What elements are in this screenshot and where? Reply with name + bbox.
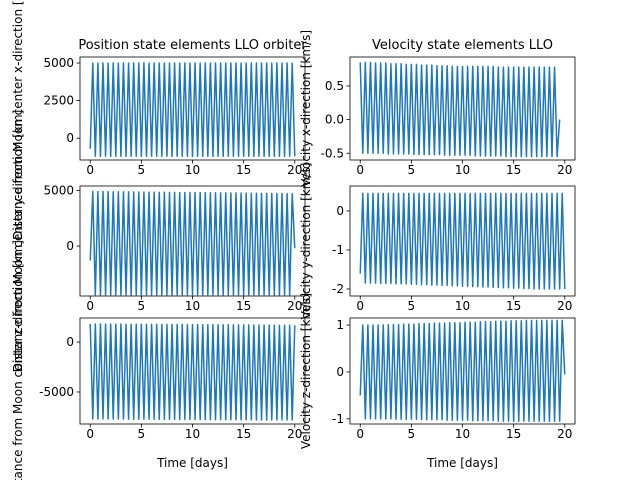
y-tick-label: 5000 xyxy=(43,56,74,70)
x-tick-label: 10 xyxy=(185,163,200,177)
data-line xyxy=(89,190,296,296)
y-tick-label: 0.5 xyxy=(325,79,344,93)
data-line xyxy=(359,319,566,422)
data-line xyxy=(359,61,561,158)
y-tick-label: 0.0 xyxy=(325,113,344,127)
data-line xyxy=(359,192,566,290)
x-tick-label: 15 xyxy=(506,427,521,441)
x-tick-label: 10 xyxy=(455,299,470,313)
y-tick-label: 0 xyxy=(66,239,74,253)
y-tick-label: -2 xyxy=(332,282,344,296)
x-tick-label: 5 xyxy=(138,427,146,441)
x-tick-label: 0 xyxy=(86,163,94,177)
x-tick-label: 0 xyxy=(86,427,94,441)
axes-title: Position state elements LLO orbiter xyxy=(78,38,307,53)
y-axis-label: Distance from Moon center y-direction [k… xyxy=(11,110,25,373)
x-tick-label: 20 xyxy=(287,163,302,177)
x-tick-label: 15 xyxy=(236,299,251,313)
x-tick-label: 5 xyxy=(138,163,146,177)
y-tick-label: -1 xyxy=(332,412,344,426)
y-tick-label: -5000 xyxy=(39,385,74,399)
x-tick-label: 20 xyxy=(557,299,572,313)
x-tick-label: 0 xyxy=(356,163,364,177)
x-tick-label: 5 xyxy=(138,299,146,313)
x-tick-label: 15 xyxy=(236,163,251,177)
x-tick-label: 0 xyxy=(356,427,364,441)
x-tick-label: 5 xyxy=(408,427,416,441)
y-tick-label: 0 xyxy=(336,204,344,218)
x-axis-label: Time [days] xyxy=(156,456,228,470)
y-tick-label: 2500 xyxy=(43,94,74,108)
axes-title: Velocity state elements LLO xyxy=(372,38,553,53)
x-tick-label: 20 xyxy=(287,427,302,441)
x-tick-label: 10 xyxy=(185,427,200,441)
y-tick-label: 0 xyxy=(66,131,74,145)
x-tick-label: 0 xyxy=(356,299,364,313)
y-axis-label: Velocity x-direction [km/s] xyxy=(299,30,313,187)
x-tick-label: 0 xyxy=(86,299,94,313)
y-axis-label: Velocity z-direction [km/s] xyxy=(299,293,313,449)
x-tick-label: 20 xyxy=(287,299,302,313)
y-tick-label: 0 xyxy=(66,335,74,349)
x-tick-label: 5 xyxy=(408,163,416,177)
x-tick-label: 15 xyxy=(506,163,521,177)
x-tick-label: 20 xyxy=(557,163,572,177)
y-tick-label: -1 xyxy=(332,243,344,257)
x-tick-label: 10 xyxy=(455,163,470,177)
x-tick-label: 15 xyxy=(236,427,251,441)
y-axis-label: Distance from Moon center z-direction [k… xyxy=(11,240,25,480)
y-tick-label: 0 xyxy=(336,365,344,379)
x-tick-label: 15 xyxy=(506,299,521,313)
x-tick-label: 10 xyxy=(455,427,470,441)
data-line xyxy=(89,62,296,158)
data-line xyxy=(89,323,296,421)
y-tick-label: 5000 xyxy=(43,183,74,197)
y-tick-label: 1 xyxy=(336,318,344,332)
y-axis-label: Velocity y-direction [km/s] xyxy=(299,163,313,320)
x-axis-label: Time [days] xyxy=(426,456,498,470)
y-tick-label: -0.5 xyxy=(321,146,344,160)
x-tick-label: 10 xyxy=(185,299,200,313)
x-tick-label: 5 xyxy=(408,299,416,313)
y-axis-label: Distance from Moon center x-direction [k… xyxy=(11,0,25,240)
x-tick-label: 20 xyxy=(557,427,572,441)
